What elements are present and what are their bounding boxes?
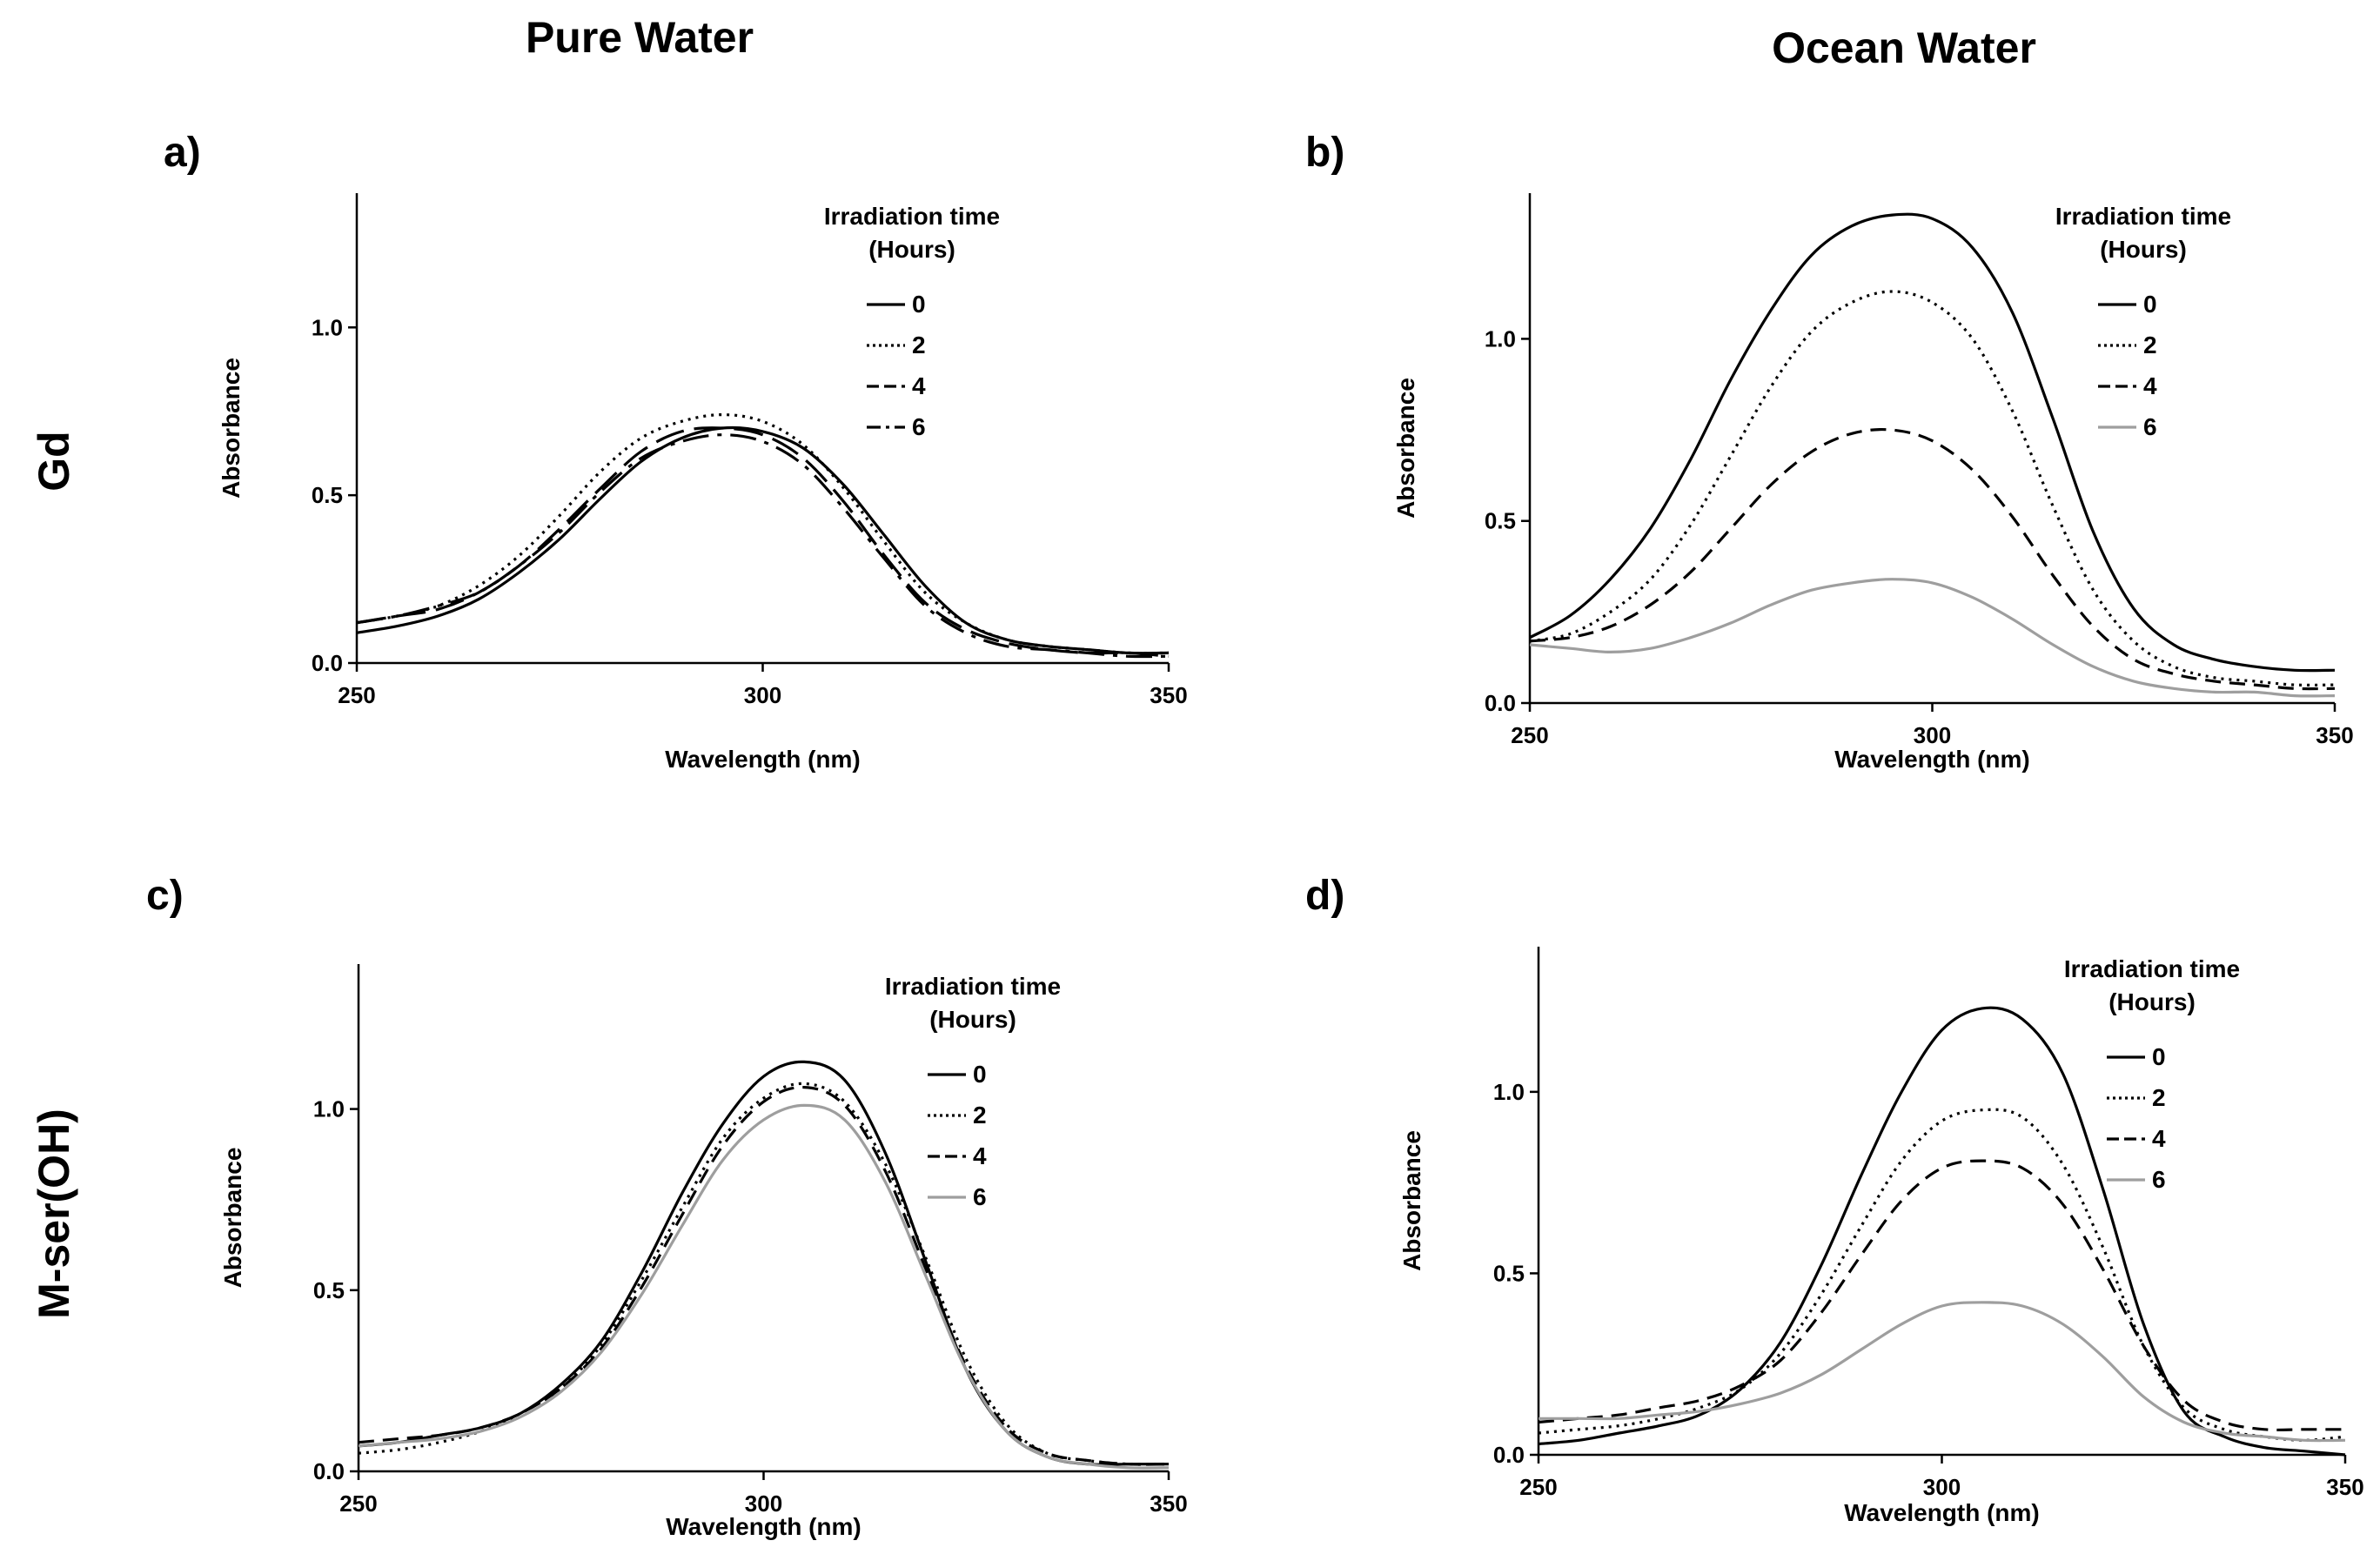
y-tick-label-c: 0.0 (313, 1458, 345, 1484)
series-line-b-6 (1529, 578, 2336, 698)
legend-subtitle-d: (Hours) (2108, 988, 2196, 1015)
series-line-d-6 (1538, 1301, 2346, 1443)
series-line-b-0 (1529, 212, 2336, 673)
x-axis-label-c: Wavelength (nm) (666, 1513, 861, 1540)
legend-label-a-6: 6 (912, 413, 926, 440)
legend-label-b-2: 2 (2143, 332, 2157, 358)
legend-title-a: Irradiation time (824, 203, 1000, 230)
x-tick-label-c: 300 (745, 1490, 782, 1517)
legend-label-c-6: 6 (973, 1183, 987, 1210)
legend-subtitle-a: (Hours) (868, 236, 955, 263)
x-tick-label-a: 350 (1150, 682, 1187, 708)
legend-label-c-2: 2 (973, 1102, 987, 1129)
series-line-c-4 (358, 1085, 1170, 1466)
y-tick-label-b: 1.0 (1485, 325, 1516, 352)
legend-title-c: Irradiation time (885, 973, 1061, 1000)
legend-title-b: Irradiation time (2055, 203, 2231, 230)
x-tick-label-b: 300 (1914, 722, 1951, 748)
panel-letter-c: c) (146, 873, 184, 919)
series-line-c-6 (358, 1103, 1170, 1470)
series-line-a-2 (356, 412, 1170, 655)
x-tick-label-d: 250 (1519, 1474, 1557, 1500)
panel-letter-b: b) (1305, 130, 1345, 176)
series-line-b-2 (1529, 290, 2336, 687)
y-tick-label-b: 0.0 (1485, 690, 1516, 716)
y-tick-label-d: 0.0 (1493, 1442, 1525, 1468)
x-axis-label-a: Wavelength (nm) (665, 746, 861, 773)
x-tick-label-b: 350 (2316, 722, 2353, 748)
y-tick-label-a: 0.0 (312, 650, 343, 676)
x-axis-label-d: Wavelength (nm) (1844, 1499, 2040, 1526)
legend-label-c-0: 0 (973, 1061, 987, 1088)
x-axis-label-b: Wavelength (nm) (1834, 746, 2030, 773)
legend-subtitle-c: (Hours) (929, 1006, 1016, 1033)
y-tick-label-c: 0.5 (313, 1277, 345, 1303)
y-tick-label-d: 1.0 (1493, 1079, 1525, 1105)
series-line-d-2 (1538, 1108, 2346, 1442)
series-line-a-0 (356, 425, 1170, 655)
legend-label-b-6: 6 (2143, 413, 2157, 440)
legend-label-a-2: 2 (912, 332, 926, 358)
y-tick-label-a: 0.5 (312, 482, 343, 508)
series-line-d-4 (1538, 1159, 2345, 1432)
legend-label-d-4: 4 (2152, 1125, 2166, 1152)
legend-label-b-4: 4 (2143, 372, 2157, 399)
panel-letter-a: a) (164, 130, 201, 176)
legend-label-c-4: 4 (973, 1142, 987, 1169)
x-tick-label-c: 250 (339, 1490, 377, 1517)
legend-subtitle-b: (Hours) (2100, 236, 2187, 263)
legend-label-a-4: 4 (912, 372, 926, 399)
x-tick-label-d: 300 (1923, 1474, 1961, 1500)
series-line-b-4 (1529, 427, 2336, 691)
series-line-c-2 (358, 1082, 1170, 1466)
x-tick-label-d: 350 (2326, 1474, 2363, 1500)
y-tick-label-c: 1.0 (313, 1096, 345, 1122)
y-axis-label-c: Absorbance (219, 1148, 246, 1289)
panel-letter-d: d) (1305, 873, 1345, 919)
y-tick-label-a: 1.0 (312, 314, 343, 340)
x-tick-label-b: 250 (1511, 722, 1548, 748)
series-line-a-6 (356, 433, 1170, 659)
legend-label-d-2: 2 (2152, 1084, 2166, 1111)
y-axis-label-d: Absorbance (1398, 1130, 1425, 1271)
series-line-d-0 (1538, 1006, 2346, 1457)
y-axis-label-b: Absorbance (1392, 378, 1419, 519)
column-title-ocean-water: Ocean Water (1772, 23, 2036, 72)
column-title-pure-water: Pure Water (525, 13, 754, 62)
series-line-a-4 (356, 426, 1170, 658)
legend-label-d-6: 6 (2152, 1166, 2166, 1193)
legend-label-d-0: 0 (2152, 1043, 2166, 1070)
legend-label-b-0: 0 (2143, 291, 2157, 318)
y-tick-label-b: 0.5 (1485, 508, 1516, 534)
x-tick-label-a: 300 (744, 682, 781, 708)
y-tick-label-d: 0.5 (1493, 1260, 1525, 1286)
series-line-c-0 (358, 1060, 1169, 1466)
legend-title-d: Irradiation time (2064, 955, 2240, 982)
x-tick-label-c: 350 (1150, 1490, 1187, 1517)
x-tick-label-a: 250 (338, 682, 375, 708)
y-axis-label-a: Absorbance (218, 358, 245, 499)
legend-label-a-0: 0 (912, 291, 926, 318)
